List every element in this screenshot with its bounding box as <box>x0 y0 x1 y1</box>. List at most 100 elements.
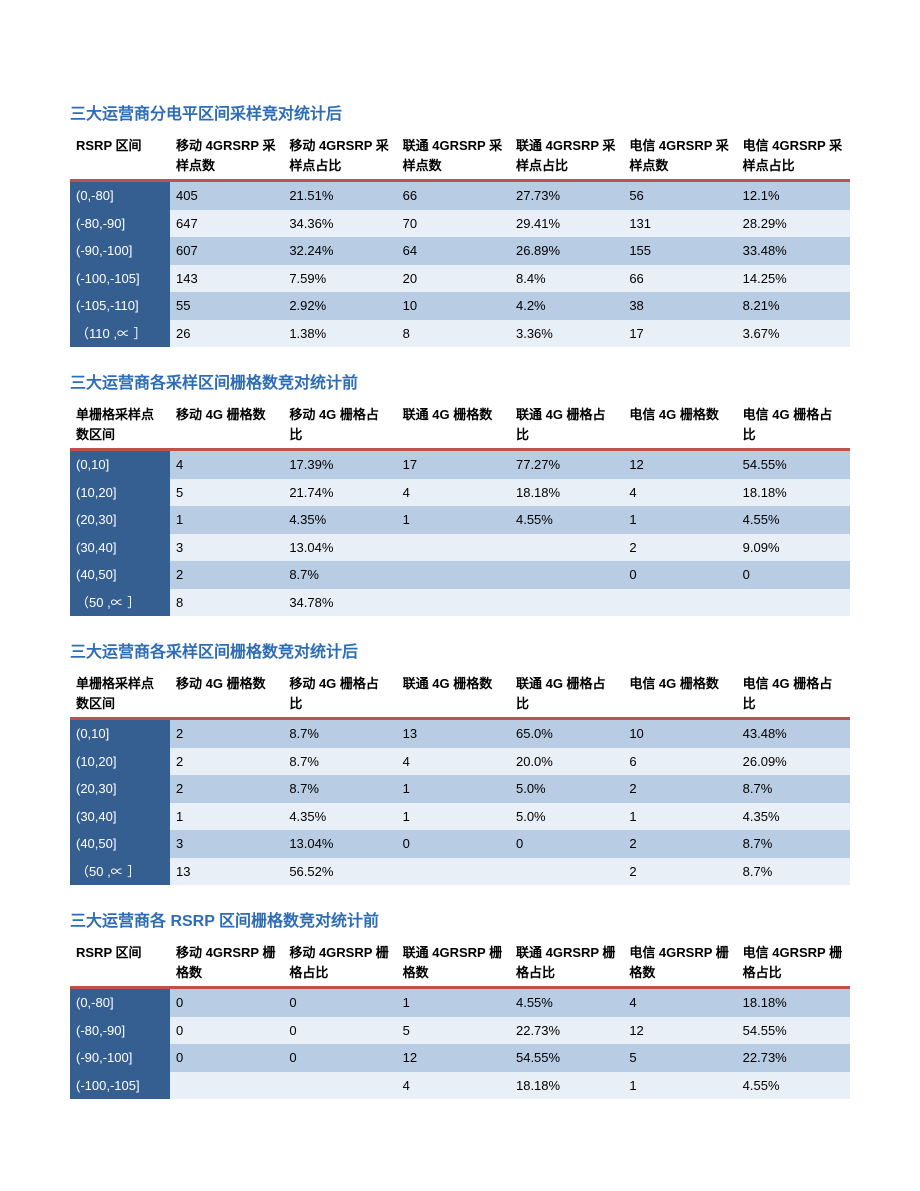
data-cell: 0 <box>283 989 396 1017</box>
data-cell: 4 <box>623 989 736 1017</box>
row-header-cell: (-80,-90] <box>70 1017 170 1045</box>
data-cell: 12 <box>623 1017 736 1045</box>
data-cell: 4.35% <box>283 506 396 534</box>
table-section-1: 三大运营商各采样区间栅格数竞对统计前单栅格采样点数区间移动 4G 栅格数移动 4… <box>70 369 850 616</box>
table-row: (40,50]28.7%00 <box>70 561 850 589</box>
row-header-cell: (-100,-105] <box>70 265 170 293</box>
table-row: (10,20]521.74%418.18%418.18% <box>70 479 850 507</box>
data-cell: 13 <box>170 858 283 886</box>
data-cell: 1.38% <box>283 320 396 348</box>
column-header: 电信 4G 栅格占比 <box>737 401 850 448</box>
row-header-cell: (40,50] <box>70 561 170 589</box>
data-cell: 34.36% <box>283 210 396 238</box>
data-cell: 1 <box>397 989 510 1017</box>
data-cell: 29.41% <box>510 210 623 238</box>
data-cell: 0 <box>737 561 850 589</box>
data-cell: 1 <box>397 506 510 534</box>
data-cell: 8 <box>170 589 283 617</box>
table-row: (-80,-90]64734.36%7029.41%13128.29% <box>70 210 850 238</box>
data-cell: 1 <box>170 803 283 831</box>
row-header-cell: (0,-80] <box>70 182 170 210</box>
row-header-cell: (0,-80] <box>70 989 170 1017</box>
column-header: 移动 4GRSRP 栅格数 <box>170 939 283 986</box>
data-cell: 56.52% <box>283 858 396 886</box>
column-header: 联通 4GRSRP 采样点占比 <box>510 132 623 179</box>
data-cell: 4.55% <box>510 989 623 1017</box>
data-cell: 22.73% <box>510 1017 623 1045</box>
data-cell: 64 <box>397 237 510 265</box>
section-title: 三大运营商各采样区间栅格数竞对统计前 <box>70 369 850 393</box>
data-cell: 54.55% <box>510 1044 623 1072</box>
data-cell: 4.55% <box>510 506 623 534</box>
data-cell: 66 <box>397 182 510 210</box>
column-header: 电信 4GRSRP 采样点数 <box>623 132 736 179</box>
column-header: 移动 4GRSRP 采样点数 <box>170 132 283 179</box>
table-row: （50 ,∝ ］1356.52%28.7% <box>70 858 850 886</box>
data-cell: 0 <box>283 1044 396 1072</box>
data-cell: 607 <box>170 237 283 265</box>
data-cell: 4.2% <box>510 292 623 320</box>
data-cell: 65.0% <box>510 720 623 748</box>
data-cell: 18.18% <box>737 479 850 507</box>
data-cell: 155 <box>623 237 736 265</box>
column-header: RSRP 区间 <box>70 132 170 179</box>
data-cell <box>510 534 623 562</box>
column-header: 电信 4GRSRP 栅格数 <box>623 939 736 986</box>
data-cell: 5 <box>397 1017 510 1045</box>
data-cell <box>510 858 623 886</box>
data-cell <box>397 858 510 886</box>
data-cell: 9.09% <box>737 534 850 562</box>
data-cell: 2 <box>623 775 736 803</box>
column-header: 联通 4G 栅格占比 <box>510 670 623 717</box>
column-header: 电信 4GRSRP 采样点占比 <box>737 132 850 179</box>
table-row: (30,40]313.04%29.09% <box>70 534 850 562</box>
data-cell <box>170 1072 283 1100</box>
data-cell: 3.36% <box>510 320 623 348</box>
data-cell <box>737 589 850 617</box>
column-header: 移动 4G 栅格占比 <box>283 670 396 717</box>
data-cell: 1 <box>623 1072 736 1100</box>
data-cell: 405 <box>170 182 283 210</box>
column-header: 联通 4G 栅格占比 <box>510 401 623 448</box>
data-cell: 2 <box>623 858 736 886</box>
data-cell: 143 <box>170 265 283 293</box>
data-cell: 4.35% <box>737 803 850 831</box>
table-row: (-90,-100]001254.55%522.73% <box>70 1044 850 1072</box>
data-cell: 10 <box>397 292 510 320</box>
data-cell: 1 <box>397 775 510 803</box>
table-row: （110 ,∝ ］261.38%83.36%173.67% <box>70 320 850 348</box>
data-cell: 12.1% <box>737 182 850 210</box>
table-row: (-80,-90]00522.73%1254.55% <box>70 1017 850 1045</box>
data-cell: 8.7% <box>283 775 396 803</box>
data-cell: 26.89% <box>510 237 623 265</box>
table-section-3: 三大运营商各 RSRP 区间栅格数竞对统计前 RSRP 区间移动 4GRSRP 栅… <box>70 907 850 1099</box>
row-header-cell: (0,10] <box>70 451 170 479</box>
data-cell: 8.21% <box>737 292 850 320</box>
data-cell: 5.0% <box>510 803 623 831</box>
data-cell: 1 <box>397 803 510 831</box>
data-cell: 0 <box>170 989 283 1017</box>
section-title: 三大运营商分电平区间采样竞对统计后 <box>70 100 850 124</box>
table-row: (0,-80]40521.51%6627.73%5612.1% <box>70 182 850 210</box>
column-header: 电信 4G 栅格数 <box>623 670 736 717</box>
data-cell: 4.55% <box>737 506 850 534</box>
row-header-cell: (20,30] <box>70 775 170 803</box>
column-header: 联通 4G 栅格数 <box>397 670 510 717</box>
table-row: (0,-80]0014.55%418.18% <box>70 989 850 1017</box>
table-row: (40,50]313.04%0028.7% <box>70 830 850 858</box>
data-table: RSRP 区间移动 4GRSRP 采样点数移动 4GRSRP 采样点占比联通 4… <box>70 132 850 347</box>
data-cell: 28.29% <box>737 210 850 238</box>
data-cell: 21.51% <box>283 182 396 210</box>
data-cell <box>397 561 510 589</box>
data-cell <box>510 589 623 617</box>
column-header: RSRP 区间 <box>70 939 170 986</box>
row-header-cell: (-90,-100] <box>70 237 170 265</box>
table-row: (20,30]14.35%14.55%14.55% <box>70 506 850 534</box>
data-cell <box>623 589 736 617</box>
section-title: 三大运营商各 RSRP 区间栅格数竞对统计前 <box>70 907 850 931</box>
data-cell: 66 <box>623 265 736 293</box>
data-cell: 2 <box>170 561 283 589</box>
data-cell: 54.55% <box>737 1017 850 1045</box>
data-cell: 2 <box>623 534 736 562</box>
data-cell: 22.73% <box>737 1044 850 1072</box>
